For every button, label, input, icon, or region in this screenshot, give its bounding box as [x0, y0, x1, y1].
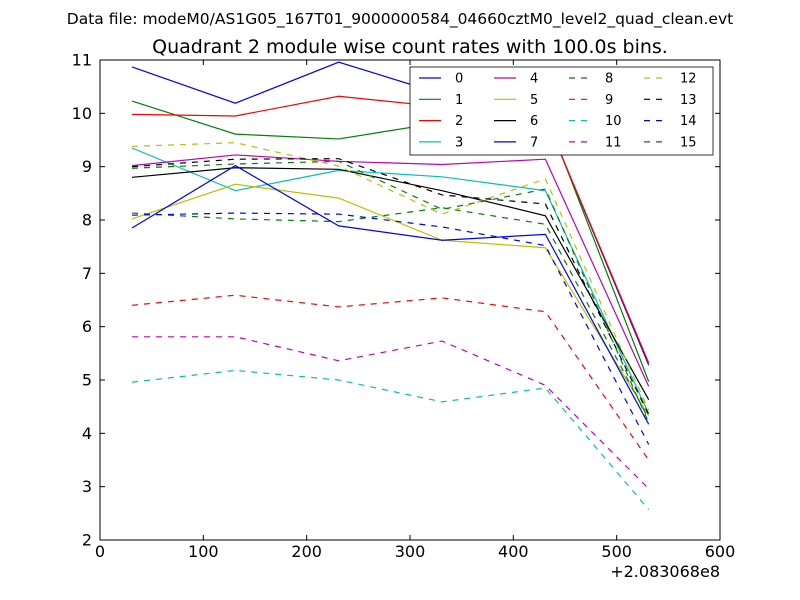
series-line-8	[131, 207, 650, 420]
series-line-15	[132, 160, 650, 423]
series-line-2	[132, 95, 650, 364]
x-tick-label: 100	[188, 542, 219, 561]
legend-entry-11: 11	[569, 135, 622, 150]
legend-entry-3: 3	[419, 135, 463, 150]
legend-label: 6	[530, 114, 538, 129]
legend-entry-0: 0	[419, 72, 463, 87]
legend-label: 7	[530, 135, 538, 150]
y-tick-label: 6	[82, 317, 92, 336]
suptitle: Data file: modeM0/AS1G05_167T01_90000005…	[67, 10, 733, 29]
y-tick-label: 11	[72, 51, 92, 70]
legend-box	[409, 66, 714, 156]
legend-entry-1: 1	[419, 93, 463, 108]
x-offset-label: +2.083068e8	[610, 562, 720, 581]
x-tick-label: 0	[95, 542, 105, 561]
legend-entry-8: 8	[569, 72, 613, 87]
x-tick-label: 600	[705, 542, 736, 561]
legend-entry-14: 14	[644, 114, 697, 129]
legend-entry-12: 12	[644, 72, 697, 87]
series-line-13	[131, 158, 650, 415]
series-line-12	[132, 142, 650, 411]
x-tick-label: 400	[498, 542, 529, 561]
series-line-9	[131, 294, 650, 461]
legend-entry-13: 13	[644, 93, 697, 108]
legend-entry-2: 2	[419, 114, 463, 129]
legend-label: 10	[605, 114, 622, 129]
legend-label: 12	[680, 72, 697, 87]
y-tick-label: 7	[82, 264, 92, 283]
legend-label: 0	[455, 72, 463, 87]
series-line-10	[131, 369, 650, 510]
y-tick-label: 9	[82, 157, 92, 176]
legend-label: 4	[530, 72, 538, 87]
legend-entry-6: 6	[494, 114, 538, 129]
legend-entry-4: 4	[494, 72, 538, 87]
legend-entry-5: 5	[494, 93, 538, 108]
x-tick-label: 500	[601, 542, 632, 561]
x-tick-label: 300	[395, 542, 426, 561]
legend-label: 13	[680, 93, 697, 108]
series-line-14	[132, 212, 650, 445]
legend-label: 3	[455, 135, 463, 150]
y-tick-label: 4	[82, 424, 92, 443]
legend-entry-7: 7	[494, 135, 538, 150]
y-tick-label: 8	[82, 211, 92, 230]
plot-area: 0 100 200 300 400 500 600234567891011012345678…	[72, 51, 736, 562]
series-line-11	[132, 336, 650, 490]
legend-label: 15	[680, 135, 697, 150]
series-line-5	[131, 183, 650, 417]
series-line-6	[131, 167, 650, 401]
legend-entry-9: 9	[569, 93, 613, 108]
legend-label: 8	[605, 72, 613, 87]
series-group	[131, 61, 650, 510]
legend-label: 14	[680, 114, 697, 129]
chart-title: Quadrant 2 module wise count rates with …	[152, 36, 668, 58]
x-tick-label: 200	[291, 542, 322, 561]
legend-entry-10: 10	[569, 114, 622, 129]
legend-label: 5	[530, 93, 538, 108]
legend-label: 1	[455, 93, 463, 108]
y-tick-label: 10	[72, 104, 92, 123]
legend-entry-15: 15	[644, 135, 697, 150]
y-tick-label: 5	[82, 371, 92, 390]
y-tick-label: 3	[82, 477, 92, 496]
legend-label: 11	[605, 135, 622, 150]
series-line-4	[131, 154, 650, 387]
legend-label: 9	[605, 93, 613, 108]
legend-label: 2	[455, 114, 463, 129]
series-line-7	[131, 164, 650, 425]
y-tick-label: 2	[82, 531, 92, 550]
